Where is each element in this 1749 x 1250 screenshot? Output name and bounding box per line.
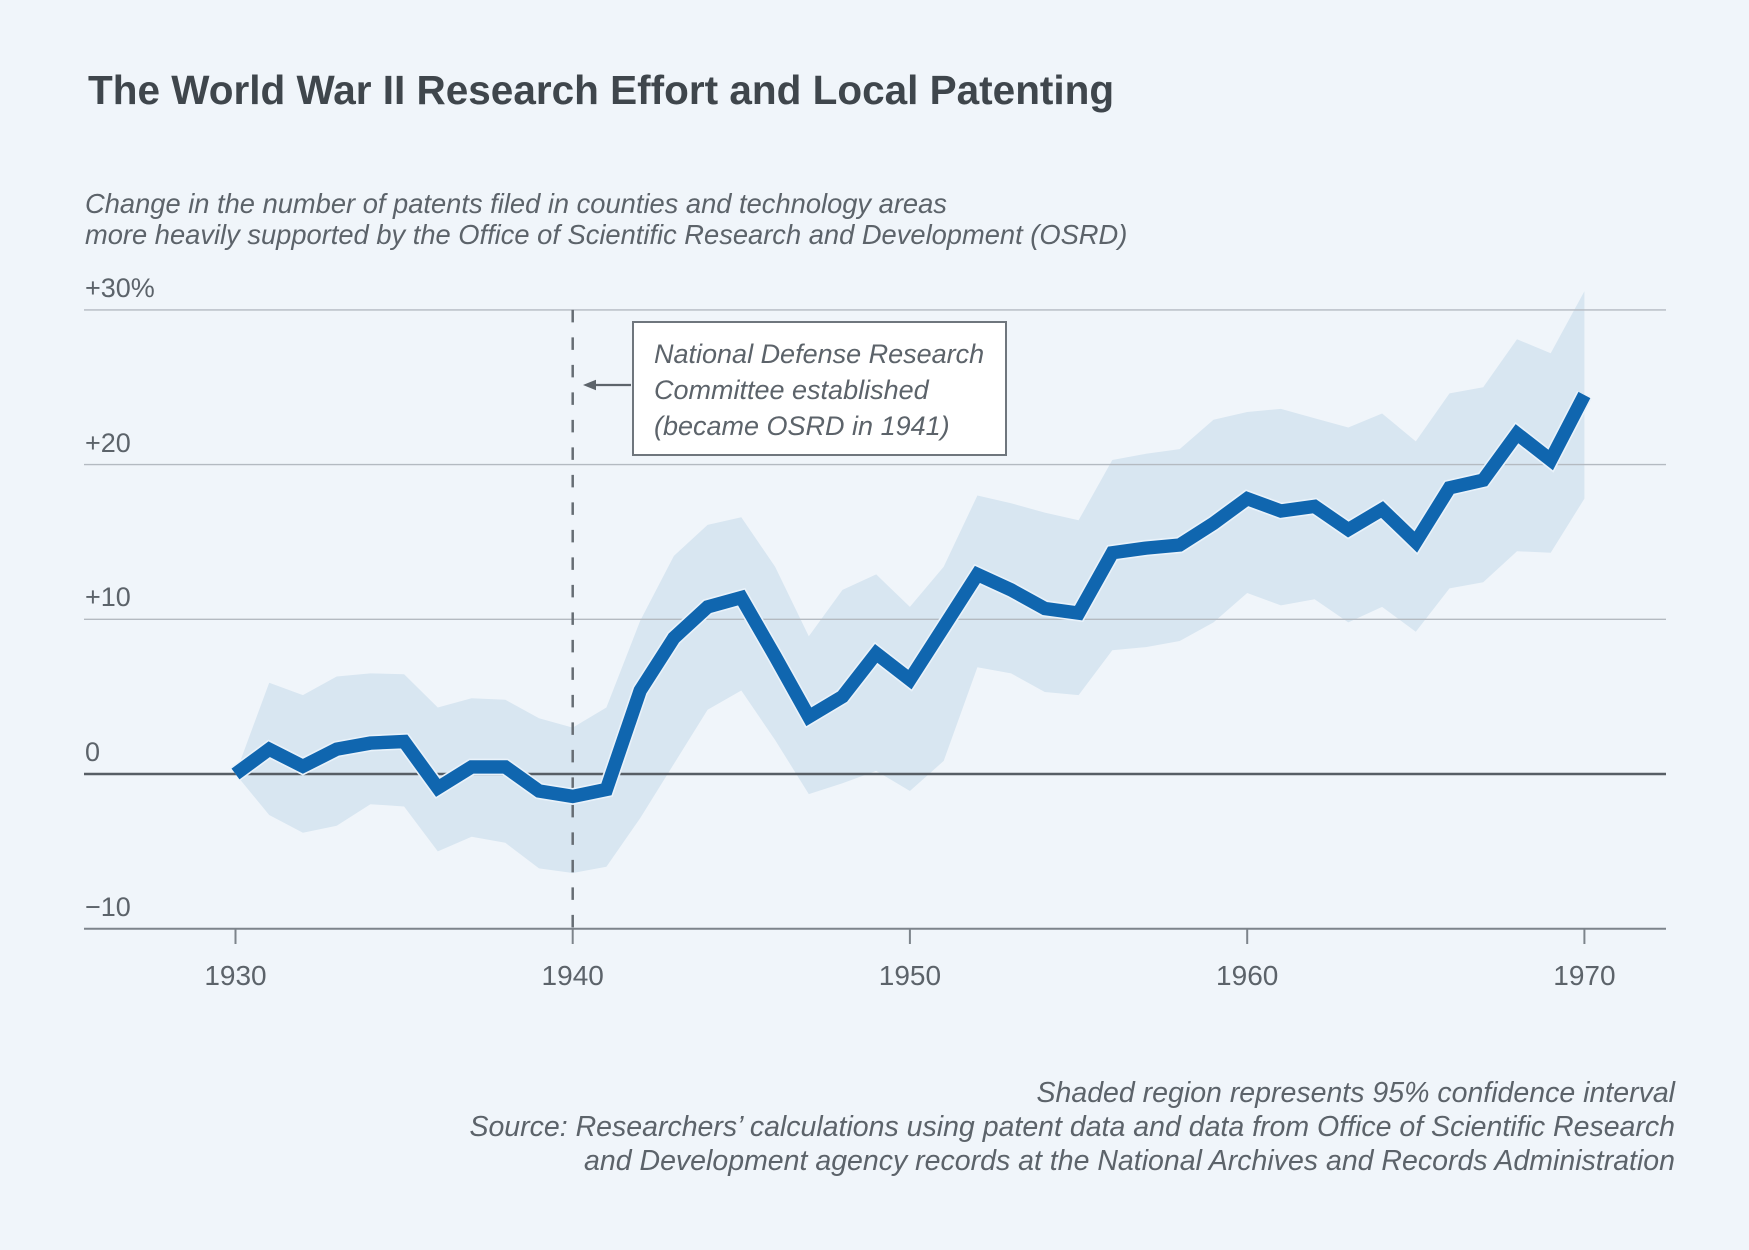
svg-text:+30%: +30% <box>85 273 155 303</box>
svg-text:1960: 1960 <box>1216 960 1278 991</box>
svg-text:1940: 1940 <box>542 960 604 991</box>
svg-text:+20: +20 <box>85 428 131 458</box>
svg-text:1950: 1950 <box>879 960 941 991</box>
svg-text:1930: 1930 <box>204 960 266 991</box>
svg-text:−10: −10 <box>85 892 131 922</box>
svg-text:0: 0 <box>85 737 100 767</box>
svg-text:1970: 1970 <box>1553 960 1615 991</box>
svg-text:+10: +10 <box>85 582 131 612</box>
